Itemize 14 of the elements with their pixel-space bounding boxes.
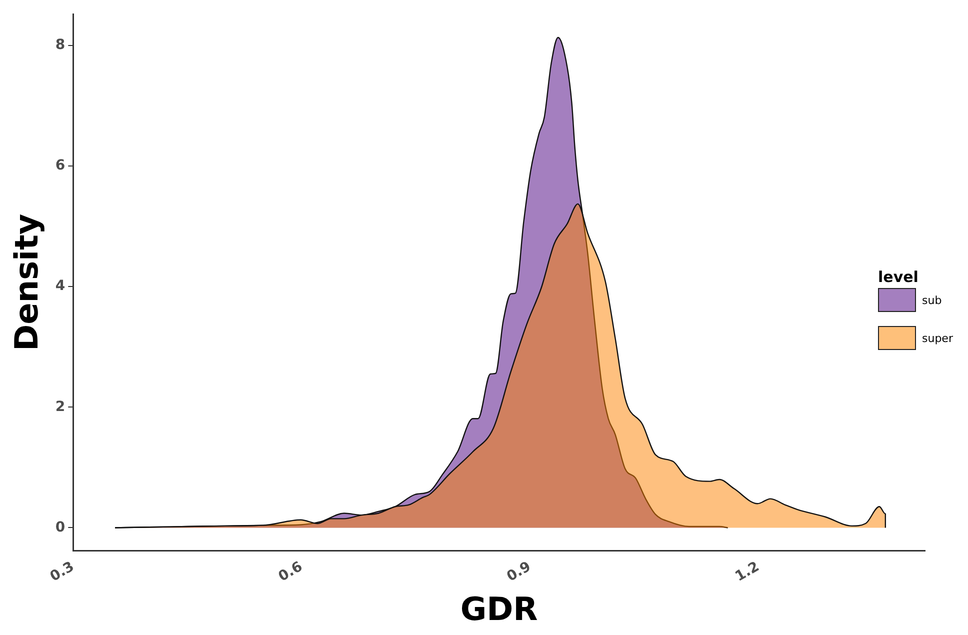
x-tick-label: 1.2 [732, 558, 762, 585]
y-tick-label: 8 [55, 36, 66, 53]
y-tick-label: 4 [55, 278, 66, 294]
y-tick-label: 0 [55, 519, 66, 536]
y-axis-title: Density [8, 214, 46, 351]
x-tick-label: 0.6 [276, 558, 306, 585]
legend-label: sub [922, 294, 942, 306]
x-axis-title: GDR [460, 590, 538, 628]
legend-label: super [922, 332, 953, 344]
legend-title: level [878, 268, 920, 286]
y-tick-label: 6 [55, 158, 66, 174]
x-tick-label: 0.3 [47, 558, 77, 585]
y-tick-label: 2 [55, 398, 66, 415]
x-tick-label: 0.9 [504, 558, 534, 585]
